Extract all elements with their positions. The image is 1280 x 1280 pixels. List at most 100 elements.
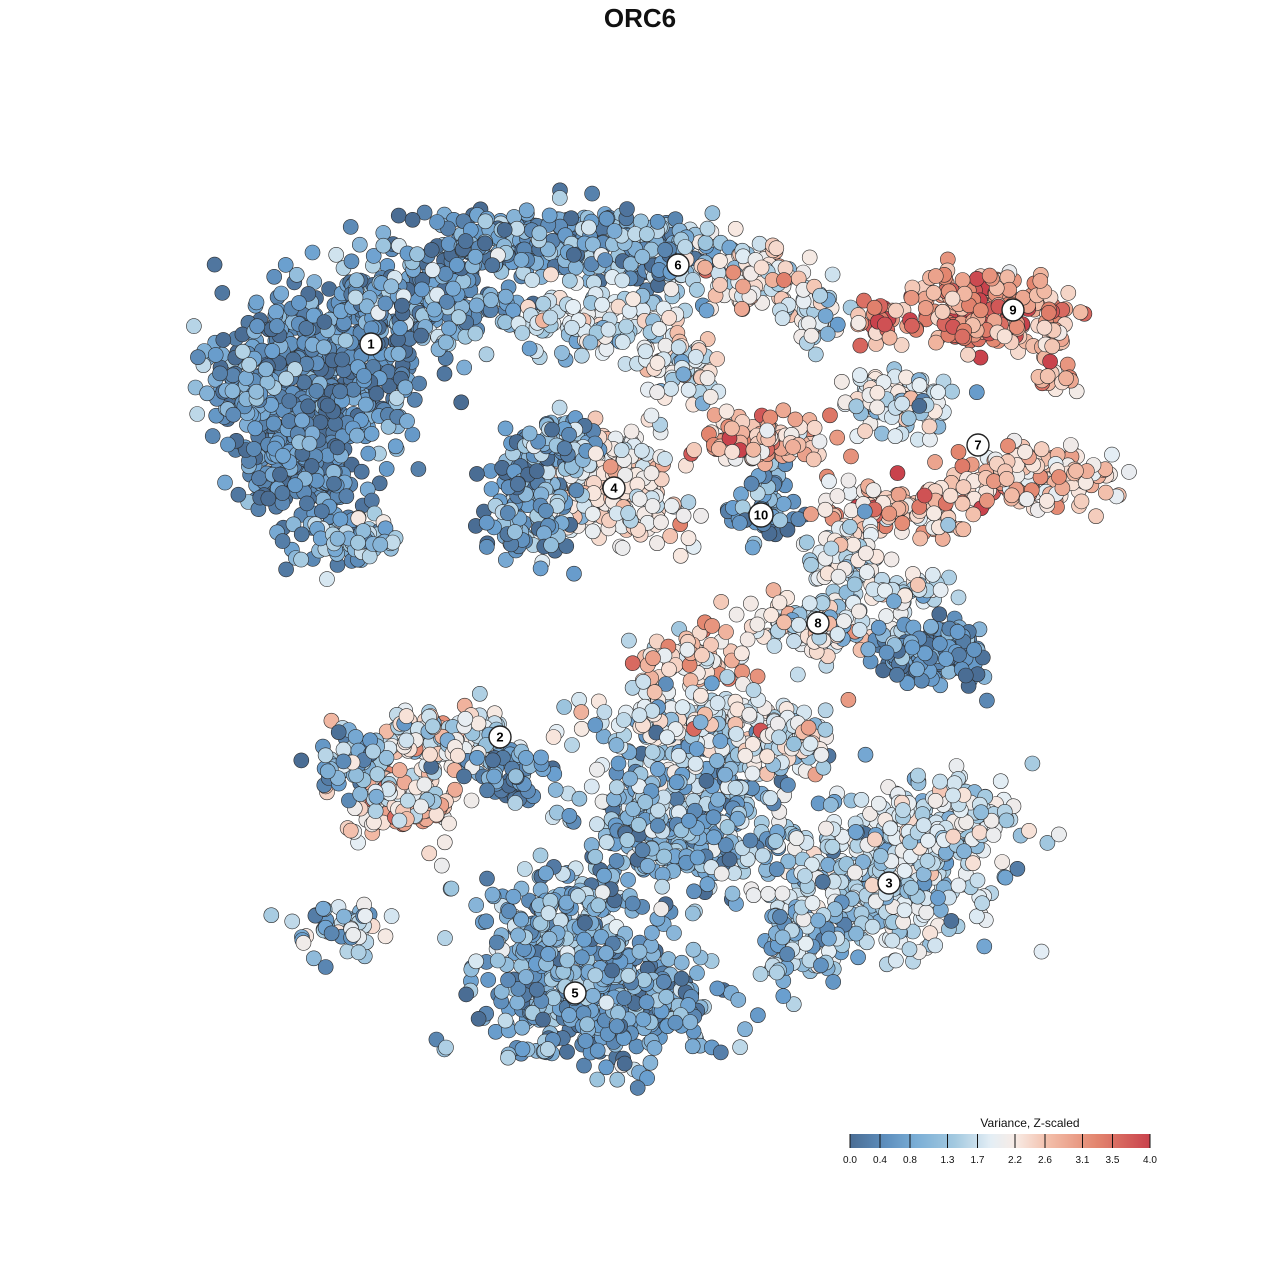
cell-point	[398, 708, 415, 724]
cell-point	[614, 272, 631, 289]
cell-point	[478, 346, 495, 363]
cell-point	[884, 932, 901, 949]
cell-point	[762, 409, 779, 426]
cell-point	[649, 761, 666, 777]
cell-point	[436, 365, 453, 382]
cell-point	[449, 257, 465, 273]
cell-point	[910, 577, 926, 593]
cell-point	[618, 318, 635, 335]
cell-point	[541, 207, 558, 224]
cell-point	[330, 724, 347, 741]
cell-point	[903, 880, 920, 896]
cell-point	[776, 614, 792, 631]
cell-point	[811, 433, 828, 450]
cell-point	[760, 886, 777, 902]
cell-point	[785, 439, 801, 455]
cell-point	[851, 622, 868, 638]
cell-point	[806, 420, 823, 436]
cell-point	[532, 560, 549, 577]
cell-point	[649, 384, 666, 401]
cell-point	[645, 650, 661, 667]
cell-point	[926, 505, 942, 522]
cell-point	[888, 952, 904, 969]
cell-point	[846, 576, 863, 593]
cell-point	[910, 767, 926, 784]
cell-point	[731, 515, 748, 531]
cell-point	[969, 270, 985, 287]
cell-point	[813, 957, 829, 974]
cell-point	[521, 425, 538, 442]
cell-point	[889, 666, 905, 683]
cell-point	[620, 505, 637, 521]
cell-point	[468, 297, 485, 314]
cell-point	[744, 539, 761, 556]
cell-point	[392, 320, 408, 336]
cell-point	[453, 394, 470, 411]
cell-point	[814, 873, 831, 890]
cell-point	[856, 503, 873, 520]
cell-point	[528, 463, 545, 479]
cell-point	[850, 949, 866, 966]
cell-point	[342, 219, 359, 235]
cell-point	[727, 221, 744, 237]
cell-point	[531, 225, 548, 242]
cell-point	[728, 606, 745, 623]
cell-point	[663, 498, 680, 514]
cell-point	[680, 530, 697, 547]
cell-point	[775, 988, 792, 1004]
cell-point	[308, 383, 325, 399]
cell-point	[212, 365, 228, 382]
cell-point	[900, 410, 917, 427]
cell-point	[483, 292, 499, 308]
cell-point	[881, 329, 898, 346]
cell-point	[969, 908, 985, 925]
cell-point	[904, 317, 920, 334]
cell-point	[582, 334, 599, 351]
cell-point	[820, 856, 837, 873]
cell-point	[507, 524, 523, 540]
cell-point	[220, 436, 236, 453]
cell-point	[689, 281, 705, 298]
cell-point	[225, 406, 242, 423]
cell-point	[404, 212, 421, 228]
cell-point	[573, 347, 590, 364]
cell-point	[404, 426, 421, 443]
cell-point	[704, 618, 720, 634]
cell-point	[544, 421, 560, 438]
cell-point	[568, 482, 585, 499]
cell-point	[413, 327, 429, 344]
cell-point	[938, 651, 954, 667]
cell-point	[426, 301, 443, 318]
cell-point	[542, 309, 559, 326]
cell-point	[625, 291, 642, 308]
cell-point	[204, 428, 221, 444]
cell-point	[930, 384, 946, 401]
cell-point	[996, 328, 1013, 345]
cell-point	[367, 803, 384, 819]
cell-point	[224, 383, 241, 399]
cell-point	[439, 294, 455, 310]
cell-point	[817, 501, 834, 518]
cell-point	[214, 285, 231, 301]
cell-point	[518, 750, 534, 766]
cell-point	[803, 327, 820, 344]
cell-point	[821, 473, 837, 490]
cell-point	[829, 429, 846, 446]
cell-point	[860, 641, 877, 658]
cell-point	[295, 935, 312, 951]
cell-point	[624, 655, 641, 672]
cell-point	[803, 506, 819, 522]
cell-point	[677, 239, 693, 255]
cell-point	[1039, 492, 1055, 509]
cell-point	[679, 641, 696, 658]
cell-point	[380, 418, 397, 435]
cell-point	[894, 515, 911, 532]
cell-point	[329, 439, 346, 456]
cell-point	[922, 431, 938, 448]
cell-point	[774, 885, 791, 902]
cell-point	[383, 278, 400, 295]
cell-point	[766, 638, 783, 654]
cell-point	[251, 470, 267, 487]
cell-point	[406, 391, 423, 408]
cell-point	[248, 383, 265, 400]
